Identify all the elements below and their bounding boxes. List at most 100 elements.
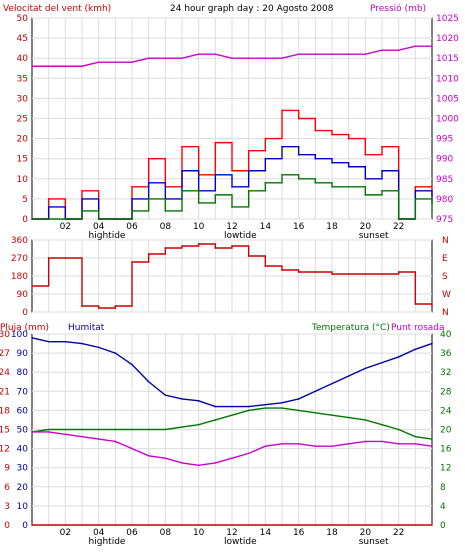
wind_avg-line-point	[281, 145, 283, 148]
temperature-line-point	[64, 428, 67, 431]
pressure-line-point	[314, 53, 317, 55]
wind_min-line-point	[181, 190, 183, 192]
humidity-line-point	[181, 398, 183, 400]
rain-line-point	[47, 524, 50, 526]
wind_avg-line-point	[181, 169, 183, 172]
pressure-tick-label: 1005	[436, 94, 459, 104]
humidity-tick-label: 80	[17, 368, 29, 378]
x-tick-label: 06	[126, 528, 138, 538]
rain-line-point	[64, 524, 67, 526]
dewpoint-line-point	[114, 440, 117, 443]
compass-label: N	[442, 308, 449, 318]
x-tick-label: 10	[193, 222, 205, 232]
wind_min-line-point	[114, 218, 117, 220]
x-tick-label: 04	[93, 528, 105, 538]
humidity-line-point	[47, 340, 50, 343]
direction-tick-label: 270	[11, 254, 28, 264]
wind_min-line-point	[314, 182, 317, 184]
rain-line-point	[264, 524, 267, 526]
humidity-tick-label: 30	[17, 464, 29, 474]
rain-line-point	[431, 524, 433, 526]
wind_min-line-point	[431, 210, 433, 212]
temperature-line-point	[347, 416, 350, 419]
x-tick-label: 22	[393, 222, 404, 232]
direction-line-point	[131, 261, 133, 263]
pressure-line-point	[147, 57, 150, 59]
x-tick-label: 20	[360, 222, 372, 232]
wind_gust-line-point	[381, 145, 383, 148]
wind_gust-line-point	[147, 157, 150, 160]
rain-line-point	[147, 524, 150, 526]
wind_min-line-point	[131, 210, 133, 212]
wind_avg-line-point	[364, 178, 367, 180]
x-tick-label: 14	[260, 528, 272, 538]
dewpoint-line-point	[64, 433, 67, 436]
sunset-annotation: sunset	[359, 231, 389, 241]
pressure-tick-label: 985	[436, 175, 453, 185]
rain-line-point	[214, 524, 217, 526]
wind_gust-line-point	[347, 137, 350, 140]
wind_avg-line-point	[297, 153, 300, 156]
pressure-tick-label: 995	[436, 135, 453, 145]
temperature-line-point	[247, 409, 250, 412]
direction-line-point	[364, 273, 367, 275]
rain-line-point	[281, 524, 283, 526]
x-tick-label: 16	[293, 222, 305, 232]
rain-line-point	[314, 524, 317, 526]
temperature-line-point	[314, 411, 317, 414]
humidity-line-point	[81, 342, 83, 345]
temperature-line-point	[297, 409, 300, 412]
temperature-line-point	[97, 428, 100, 431]
temperature-line-point	[331, 414, 333, 416]
humidity-line-point	[247, 405, 250, 408]
pressure-tick-label: 1010	[436, 74, 459, 84]
temperature-line-point	[164, 428, 167, 431]
dewpoint-line-point	[297, 443, 300, 445]
pressure-line-point	[47, 65, 50, 68]
dewpoint-line-point	[181, 462, 183, 464]
wind-tick-label: 35	[17, 74, 28, 84]
rain-tick-label: 30	[0, 330, 10, 340]
wind_gust-line-point	[264, 137, 267, 140]
wind_gust-line-point	[47, 198, 50, 200]
direction-line-point	[214, 247, 217, 249]
temperature-line-point	[197, 423, 200, 426]
humidity-axis-title: Humitat	[68, 323, 105, 333]
pressure-line-point	[381, 49, 383, 51]
x-tick-label: 02	[60, 528, 71, 538]
humidity-tick-label: 100	[11, 330, 28, 340]
wind-tick-label: 15	[17, 155, 28, 165]
wind_avg-line-point	[81, 198, 83, 200]
pressure-tick-label: 990	[436, 155, 453, 165]
dewpoint-line-point	[281, 443, 283, 445]
rain-tick-label: 18	[0, 406, 10, 416]
wind_gust-line-point	[247, 149, 250, 152]
dewpoint-line-point	[97, 438, 100, 440]
wind_min-line-point	[264, 182, 267, 184]
dewpoint-line-point	[331, 445, 333, 448]
pressure-line-point	[114, 61, 117, 64]
rain-line-point	[247, 524, 250, 526]
pressure-tick-label: 1020	[436, 34, 459, 44]
direction-tick-label: 0	[22, 308, 28, 318]
rain-line-point	[297, 524, 300, 526]
humidity-line-point	[281, 401, 283, 404]
wind-tick-label: 50	[17, 14, 29, 24]
rain-line-point	[231, 524, 233, 526]
direction-line	[32, 243, 433, 309]
wind_avg-line-point	[214, 173, 217, 176]
temperature-tick-label: 12	[440, 464, 451, 474]
humidity-line-point	[31, 337, 33, 339]
wind_avg-line-point	[247, 169, 250, 172]
x-tick-label: 04	[93, 222, 105, 232]
rain-line-point	[81, 524, 83, 526]
pressure-line-point	[247, 57, 250, 59]
x-tick-label: 08	[160, 222, 172, 232]
temperature-line-point	[364, 419, 367, 421]
wind_min-line-point	[397, 218, 400, 220]
rain-line-point	[164, 524, 167, 526]
wind_min-line-point	[381, 190, 383, 192]
rain-line-point	[364, 524, 367, 526]
direction-line-point	[281, 269, 283, 271]
